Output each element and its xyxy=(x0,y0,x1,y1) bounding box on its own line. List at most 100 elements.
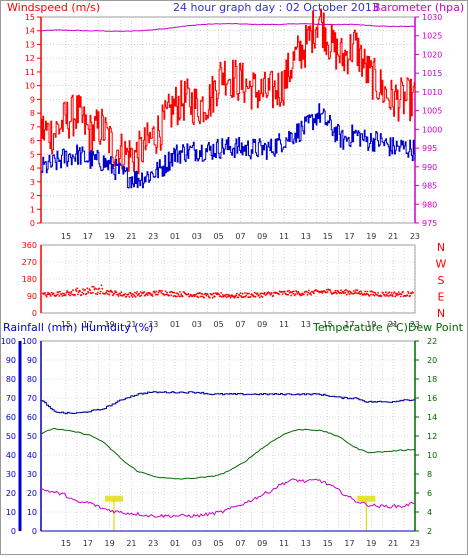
wind-direction-point xyxy=(59,290,61,293)
wind-direction-point xyxy=(180,293,183,296)
wind-x-tick-label: 13 xyxy=(301,232,311,241)
wind-direction-point xyxy=(46,293,49,296)
wind-direction-point xyxy=(197,296,200,299)
wind-direction-point xyxy=(391,293,394,296)
rainfall-y-tick-label: 40 xyxy=(6,451,16,460)
wind-direction-point xyxy=(300,294,303,297)
wind-direction-point xyxy=(161,290,164,292)
wind-direction-point xyxy=(174,295,177,298)
wind-direction-point xyxy=(229,296,232,299)
wind-direction-point xyxy=(151,293,154,295)
compass-label: N xyxy=(437,307,445,320)
compass-label: S xyxy=(438,274,445,287)
baro-y-tick-label: 990 xyxy=(422,163,437,172)
wind-direction-point xyxy=(268,292,271,294)
wind-direction-point xyxy=(164,294,166,296)
wind-y-tick-label: 5 xyxy=(30,150,35,159)
wind-direction-point xyxy=(45,295,48,298)
wind-direction-point xyxy=(159,290,162,292)
wind-direction-point xyxy=(234,296,237,298)
wind-direction-point xyxy=(380,295,383,297)
wind-x-tick-label: 09 xyxy=(257,232,267,241)
wind-direction-point xyxy=(212,292,215,295)
wind-direction-point xyxy=(291,290,294,293)
wind-direction-point xyxy=(48,292,51,295)
wind-direction-point xyxy=(61,295,64,297)
wind-direction-point xyxy=(57,293,59,296)
wind-direction-point xyxy=(370,293,372,296)
wind-direction-point xyxy=(355,289,357,292)
humidity-y-tick-label: 30 xyxy=(27,470,37,479)
wind-x-tick-label: 23 xyxy=(410,232,420,241)
climate-x-tick-label: 05 xyxy=(214,539,224,548)
wind-direction-point xyxy=(251,293,253,295)
temp-y-tick-label: 6 xyxy=(427,489,432,498)
wind-direction-point xyxy=(395,292,397,295)
wind-direction-point xyxy=(263,291,266,294)
wind-direction-point xyxy=(101,287,104,290)
barometer-axis-label: Barometer (hpa) xyxy=(373,1,464,14)
dir-x-tick-label: 03 xyxy=(192,320,202,329)
wind-direction-point xyxy=(113,292,116,295)
wind-direction-point xyxy=(221,296,223,298)
wind-direction-point xyxy=(140,294,143,297)
wind-direction-point xyxy=(333,291,336,294)
climate-x-tick-label: 15 xyxy=(61,539,71,548)
wind-y-tick-label: 2 xyxy=(30,192,35,201)
wind-direction-point xyxy=(224,295,227,298)
wind-direction-point xyxy=(91,285,94,288)
climate-x-tick-label: 03 xyxy=(192,539,202,548)
wind-direction-point xyxy=(292,292,295,295)
humidity-y-tick-label: 70 xyxy=(27,394,37,403)
wind-direction-point xyxy=(253,291,256,294)
dir-x-tick-label: 17 xyxy=(83,320,93,329)
wind-direction-point xyxy=(290,294,292,297)
baro-y-tick-label: 975 xyxy=(422,219,437,228)
wind-y-tick-label: 4 xyxy=(30,164,35,173)
wind-direction-point xyxy=(175,292,178,295)
wind-direction-point xyxy=(392,295,394,298)
wind-direction-point xyxy=(76,287,79,290)
wind-direction-point xyxy=(67,293,70,296)
temp-y-tick-label: 12 xyxy=(427,432,437,441)
wind-y-tick-label: 15 xyxy=(25,13,35,22)
wind-direction-point xyxy=(397,293,399,296)
wind-x-tick-label: 15 xyxy=(323,232,333,241)
wind-direction-point xyxy=(342,292,345,294)
baro-y-tick-label: 1010 xyxy=(422,88,442,97)
wind-direction-point xyxy=(164,290,167,293)
wind-direction-point xyxy=(363,292,366,295)
wind-direction-point xyxy=(352,292,354,295)
wind-direction-point xyxy=(248,292,250,295)
wind-direction-point xyxy=(386,295,389,297)
wind-direction-point xyxy=(377,292,379,294)
wind-direction-point xyxy=(297,291,300,293)
wind-direction-point xyxy=(160,292,163,294)
wind-direction-point xyxy=(189,295,191,297)
wind-direction-point xyxy=(360,290,362,293)
wind-direction-point xyxy=(187,293,190,295)
wind-direction-point xyxy=(177,293,180,296)
wind-y-tick-label: 12 xyxy=(25,54,35,63)
humidity-y-tick-label: 50 xyxy=(27,432,37,441)
wind-direction-point xyxy=(84,289,86,291)
wind-direction-point xyxy=(246,293,249,295)
wind-direction-point xyxy=(221,294,224,296)
wind-direction-point xyxy=(260,295,263,297)
wind-direction-point xyxy=(372,293,374,296)
wind-direction-point xyxy=(303,293,305,296)
wind-direction-point xyxy=(253,295,255,298)
wind-direction-point xyxy=(395,294,398,297)
rainfall-y-tick-label: 50 xyxy=(6,432,16,441)
wind-direction-point xyxy=(218,293,221,296)
dir-y-tick-label: 0 xyxy=(32,309,37,318)
wind-direction-point xyxy=(196,295,198,298)
wind-direction-point xyxy=(353,292,356,295)
baro-y-tick-label: 1020 xyxy=(422,50,442,59)
wind-direction-point xyxy=(359,293,362,295)
wind-direction-point xyxy=(181,295,184,298)
wind-direction-point xyxy=(345,288,347,291)
wind-direction-point xyxy=(172,295,175,298)
rainfall-y-tick-label: 0 xyxy=(11,527,16,536)
temp-y-tick-label: 10 xyxy=(427,451,437,460)
